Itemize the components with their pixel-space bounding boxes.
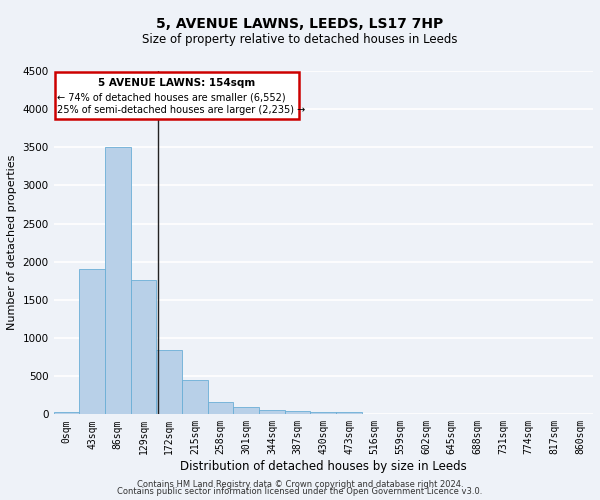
Bar — [182, 380, 208, 414]
Bar — [53, 412, 79, 414]
Text: 25% of semi-detached houses are larger (2,235) →: 25% of semi-detached houses are larger (… — [58, 106, 306, 116]
Bar — [157, 350, 182, 414]
Bar — [285, 412, 310, 414]
Bar — [233, 407, 259, 414]
FancyBboxPatch shape — [55, 72, 299, 119]
X-axis label: Distribution of detached houses by size in Leeds: Distribution of detached houses by size … — [180, 460, 467, 473]
Y-axis label: Number of detached properties: Number of detached properties — [7, 155, 17, 330]
Bar — [105, 148, 131, 414]
Bar — [131, 280, 157, 414]
Text: 5 AVENUE LAWNS: 154sqm: 5 AVENUE LAWNS: 154sqm — [98, 78, 256, 88]
Text: Contains public sector information licensed under the Open Government Licence v3: Contains public sector information licen… — [118, 487, 482, 496]
Bar — [208, 402, 233, 414]
Text: 5, AVENUE LAWNS, LEEDS, LS17 7HP: 5, AVENUE LAWNS, LEEDS, LS17 7HP — [157, 18, 443, 32]
Text: ← 74% of detached houses are smaller (6,552): ← 74% of detached houses are smaller (6,… — [58, 92, 286, 102]
Bar — [79, 270, 105, 414]
Text: Contains HM Land Registry data © Crown copyright and database right 2024.: Contains HM Land Registry data © Crown c… — [137, 480, 463, 489]
Bar — [310, 412, 336, 414]
Bar — [336, 412, 362, 414]
Text: Size of property relative to detached houses in Leeds: Size of property relative to detached ho… — [142, 32, 458, 46]
Bar — [259, 410, 285, 414]
